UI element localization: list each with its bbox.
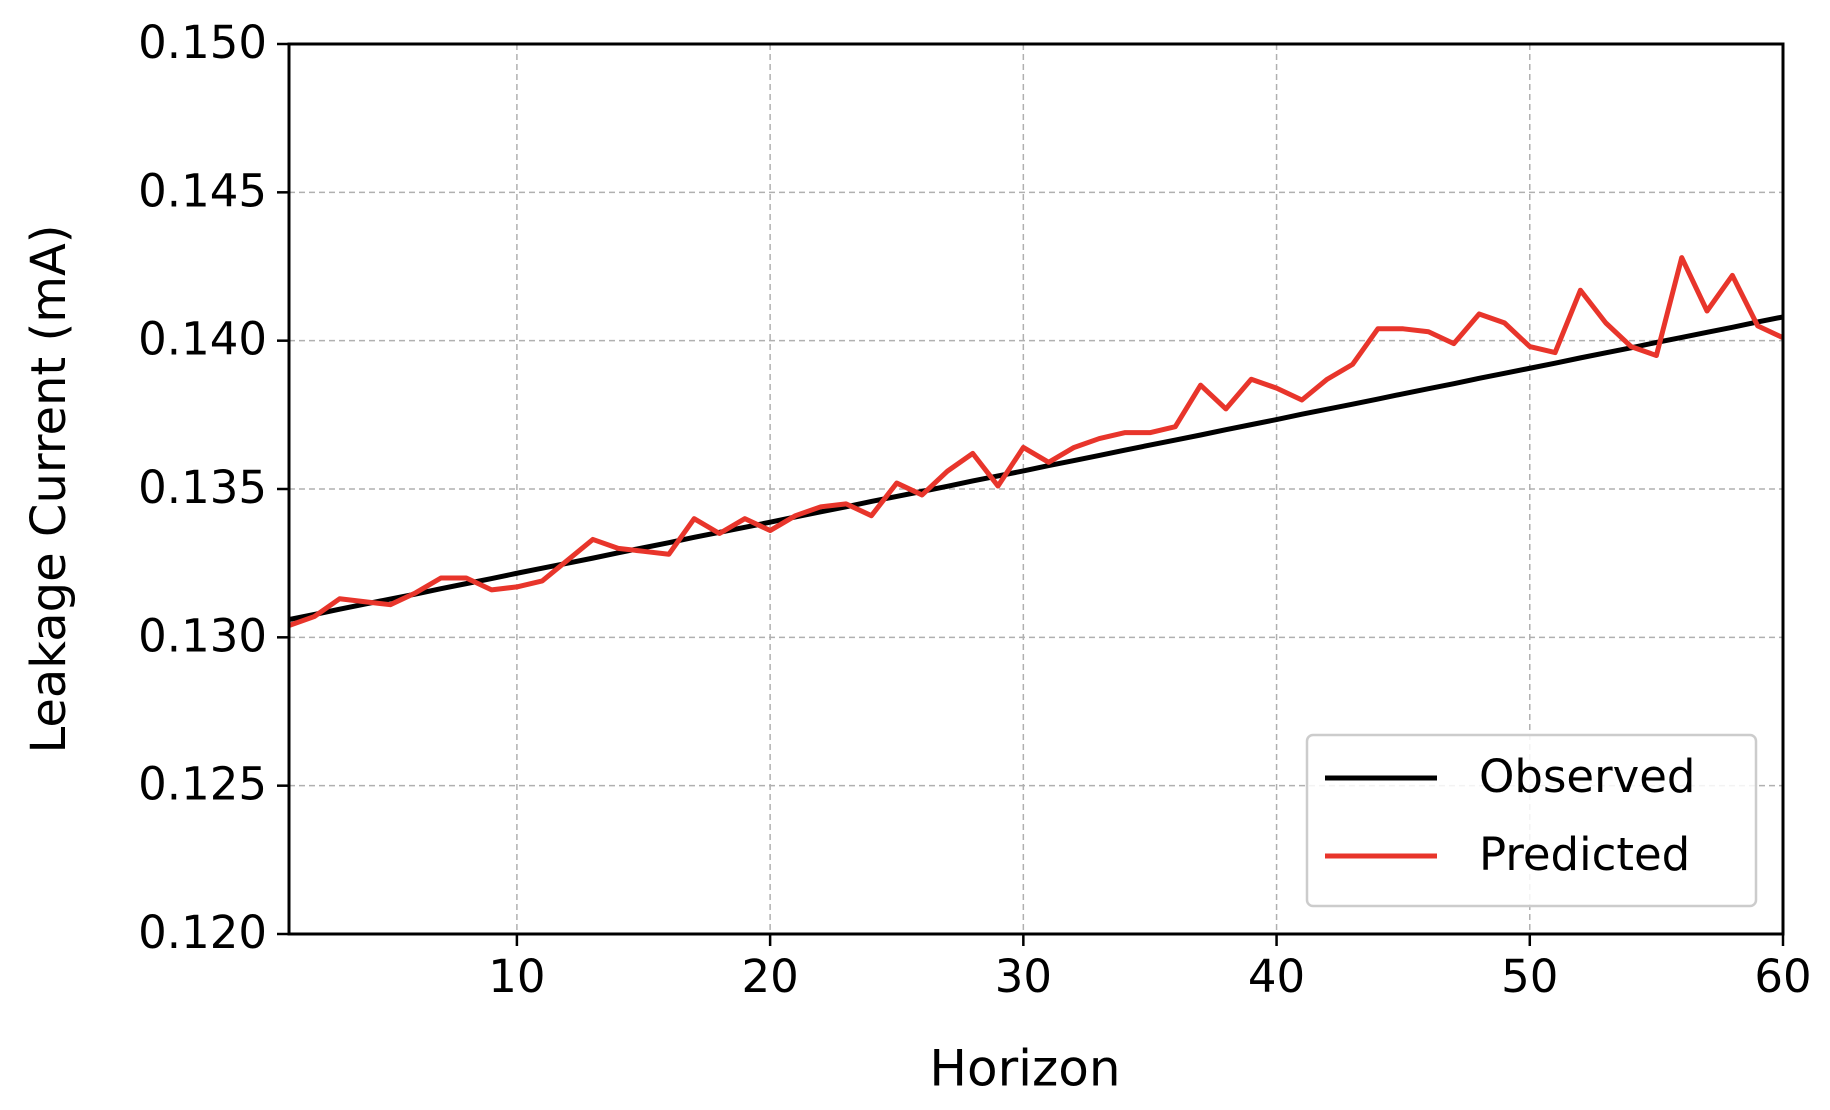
y-axis-label: Leakage Current (mA) xyxy=(21,224,77,753)
y-tick-label: 0.125 xyxy=(138,758,267,811)
y-tick-label: 0.145 xyxy=(138,164,267,217)
y-tick-label: 0.150 xyxy=(138,16,267,69)
y-tick-label: 0.130 xyxy=(138,609,267,662)
y-tick-label: 0.140 xyxy=(138,313,267,366)
y-tick-label: 0.120 xyxy=(138,906,267,959)
plot-lines xyxy=(289,255,1783,628)
series-line xyxy=(289,255,1783,628)
legend: Observed Predicted xyxy=(1305,733,1758,908)
x-tick-label: 60 xyxy=(1754,950,1811,1003)
series-line xyxy=(289,314,1783,622)
x-tick-label: 50 xyxy=(1501,950,1558,1003)
x-tick-label: 40 xyxy=(1248,950,1305,1003)
legend-label: Observed xyxy=(1479,750,1696,803)
x-tick-label: 30 xyxy=(995,950,1052,1003)
x-axis-label: Horizon xyxy=(929,1040,1120,1098)
x-tick-label: 20 xyxy=(741,950,798,1003)
y-tick-label: 0.135 xyxy=(138,461,267,514)
legend-label: Predicted xyxy=(1479,828,1690,881)
ticks: 0.120 0.125 0.130 0.135 0.140 0.145 0.150 10 20 3… xyxy=(138,16,1811,1003)
x-tick-label: 10 xyxy=(488,950,545,1003)
